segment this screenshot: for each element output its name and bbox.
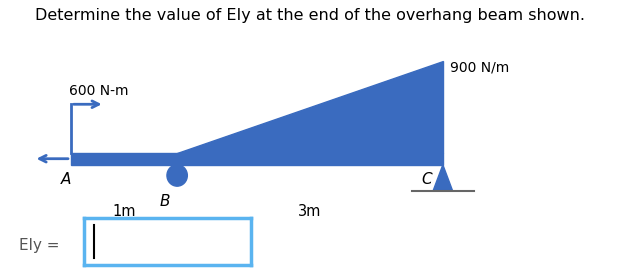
- Text: Determine the value of EIy at the end of the overhang beam shown.: Determine the value of EIy at the end of…: [35, 8, 585, 23]
- Text: 900 N/m: 900 N/m: [450, 61, 509, 75]
- Polygon shape: [433, 165, 453, 191]
- Text: 600 N-m: 600 N-m: [69, 84, 128, 98]
- Text: C: C: [422, 172, 432, 187]
- Circle shape: [167, 165, 187, 186]
- Polygon shape: [177, 61, 443, 153]
- Polygon shape: [71, 153, 443, 165]
- Text: 3m: 3m: [298, 204, 322, 219]
- Text: Ely =: Ely =: [19, 238, 64, 253]
- Text: B: B: [159, 194, 170, 209]
- Text: 1m: 1m: [112, 204, 136, 219]
- Text: A: A: [61, 172, 71, 187]
